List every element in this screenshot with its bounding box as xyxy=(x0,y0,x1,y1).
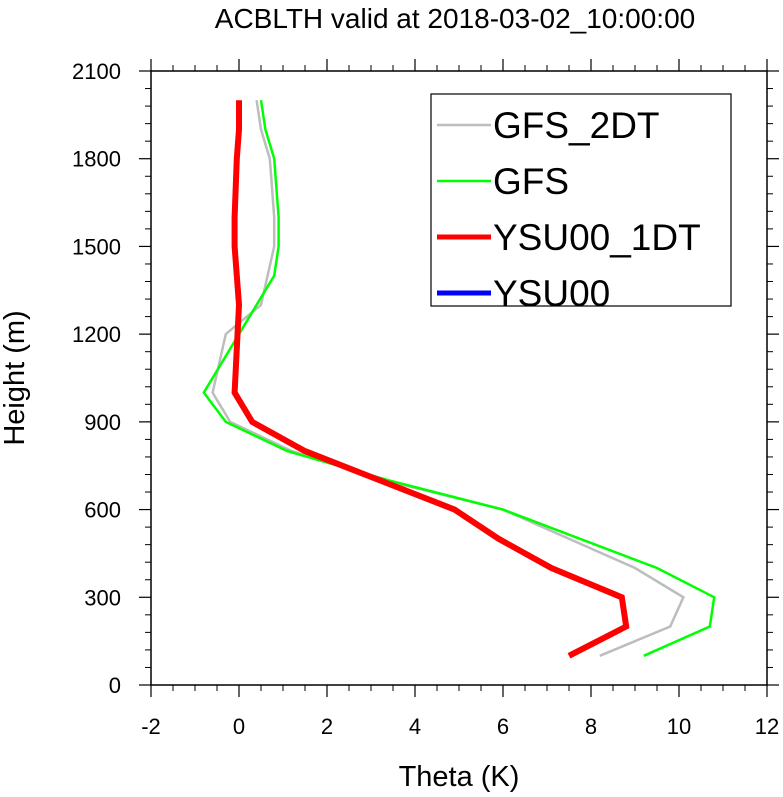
legend-label: YSU00_1DT xyxy=(493,217,701,258)
x-tick-label: 4 xyxy=(409,714,421,739)
y-tick-labels: 0 300 600 900 1200 1500 1800 2100 xyxy=(72,59,121,698)
y-tick-label: 1200 xyxy=(72,322,121,347)
axis-ticks xyxy=(139,59,779,697)
y-tick-label: 600 xyxy=(84,498,121,523)
x-tick-label: 6 xyxy=(497,714,509,739)
y-tick-label: 2100 xyxy=(72,59,121,84)
y-axis-label: Height (m) xyxy=(0,310,31,445)
series-line-ysu00-1dt xyxy=(231,100,630,659)
legend-label: GFS xyxy=(493,161,569,202)
y-tick-label: 300 xyxy=(84,585,121,610)
y-tick-label: 1500 xyxy=(72,234,121,259)
plot-frame xyxy=(150,70,768,686)
y-tick-label: 1800 xyxy=(72,147,121,172)
series-line-gfs-2dt xyxy=(211,100,685,657)
y-tick-label: 900 xyxy=(84,410,121,435)
legend-label: GFS_2DT xyxy=(493,105,660,146)
series-layer xyxy=(202,100,716,659)
x-tick-label: 0 xyxy=(233,714,245,739)
x-tick-label: -2 xyxy=(141,714,161,739)
chart-title: ACBLTH valid at 2018-03-02_10:00:00 xyxy=(215,3,695,34)
series-line-gfs xyxy=(202,100,716,657)
x-axis-label: Theta (K) xyxy=(399,761,520,793)
x-tick-label: 10 xyxy=(667,714,691,739)
minor-ticks xyxy=(145,65,773,691)
x-tick-labels: -2 0 2 4 6 8 10 12 xyxy=(141,714,779,739)
x-tick-label: 8 xyxy=(585,714,597,739)
legend-label: YSU00 xyxy=(493,273,610,314)
legend-box xyxy=(430,93,732,307)
legend: GFS_2DT GFS YSU00_1DT YSU00 xyxy=(430,93,732,314)
y-tick-label: 0 xyxy=(109,673,121,698)
x-tick-label: 2 xyxy=(321,714,333,739)
x-tick-label: 12 xyxy=(755,714,779,739)
